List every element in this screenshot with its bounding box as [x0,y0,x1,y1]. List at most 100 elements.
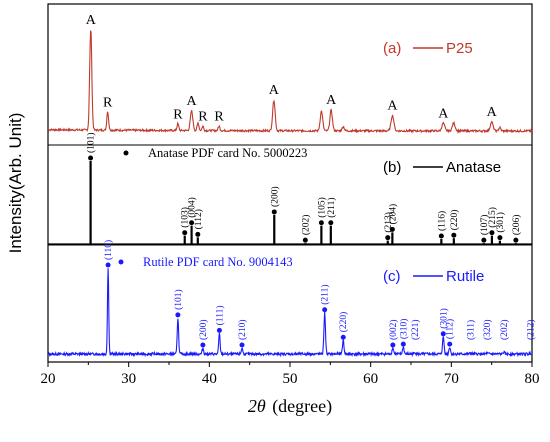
rutile-peak-marker-6 [340,334,346,340]
rutile-hkl-label-12: (311) [466,320,477,340]
p25-peak-label-14: A [487,105,498,120]
anatase-hkl-label-15: (206) [511,215,522,236]
anatase-stick-marker-11 [451,232,457,238]
x-tick-label-60: 60 [363,371,378,387]
p25-peak-label-2: R [173,107,183,122]
rutile-hkl-label-4: (210) [237,319,248,340]
anatase-hkl-label-2: (004) [187,197,198,218]
rutile-peak-marker-5 [322,307,328,313]
anatase-hkl-label-1: (103) [180,207,191,228]
legend-c: (c) Rutile [383,268,484,285]
x-axis-unit: (degree) [272,396,332,417]
p25-peak-label-0: A [86,13,97,28]
rutile-peak-marker-11 [447,341,453,347]
rutile-peak-marker-10 [440,331,446,337]
rutile-hkl-label-11: (112) [445,319,456,339]
rutile-peak-marker-1 [175,312,181,318]
rutile-hkl-label-6: (220) [338,312,349,333]
anatase-stick-marker-6 [318,220,324,226]
anatase-reference-marker [123,150,129,156]
anatase-hkl-label-10: (116) [436,211,447,231]
anatase-stick-marker-0 [88,155,94,161]
anatase-stick-marker-8 [385,235,391,241]
x-tick-label-50: 50 [283,371,298,387]
anatase-stick-marker-15 [513,237,519,243]
anatase-hkl-label-13: (215) [487,207,498,228]
legend-a-tag: (a) [383,40,401,57]
legend-a-label: P25 [446,40,473,57]
p25-peak-label-12: A [438,106,449,121]
y-axis-label: Intensity(Arb. Unit) [6,113,25,254]
anatase-hkl-label-12: (107) [479,215,490,236]
rutile-hkl-label-1: (101) [173,289,184,310]
anatase-hkl-label-7: (211) [326,198,337,218]
x-tick-label-70: 70 [444,371,459,387]
rutile-hkl-label-7: (002) [388,319,399,340]
anatase-stick-marker-2 [189,220,195,226]
rutile-peak-marker-4 [239,342,245,348]
rutile-hkl-label-5: (211) [320,284,331,304]
anatase-hkl-label-4: (200) [269,186,280,207]
legend-c-tag: (c) [383,268,401,285]
p25-peak-label-7: A [269,83,280,98]
p25-peak-label-11: A [387,99,398,114]
rutile-hkl-label-10: (301) [438,308,449,329]
rutile-peak-marker-2 [200,342,206,348]
rutile-peak-marker-8 [400,341,406,347]
rutile-hkl-label-9: (221) [410,319,421,340]
anatase-stick-marker-9 [389,226,395,232]
rutile-hkl-label-8: (310) [398,319,409,340]
anatase-hkl-label-6: (105) [316,197,327,218]
panel-c-rutile: (110) (101) (200) (111) (210) (211) (220) (002)… [47,240,536,358]
legend-a: (a) P25 [383,40,473,57]
rutile-hkl-label-15: (212) [525,319,536,340]
rutile-peak-marker-0 [105,262,111,268]
x-axis-label: 2θ (degree) [248,396,332,417]
anatase-hkl-label-8: (213) [383,212,394,233]
anatase-stick-marker-12 [481,237,487,243]
anatase-stick-marker-5 [302,237,308,243]
x-tick-label-30: 30 [121,371,136,387]
rutile-hkl-label-2: (200) [198,319,209,340]
panel-b-anatase: (101) (103)(004)(112) (200) (202) (105) (211)… [48,132,532,245]
rutile-reference-marker [118,259,124,265]
anatase-stick-marker-13 [489,230,495,236]
x-tick-label-40: 40 [202,371,217,387]
anatase-stick-marker-7 [328,220,334,226]
legend-b: (b) Anatase [383,159,501,176]
rutile-peak-marker-7 [390,342,396,348]
rutile-reference-text: Rutile PDF card No. 9004143 [143,255,293,269]
anatase-hkl-label-3: (112) [193,209,204,229]
p25-peak-label-6: R [214,110,224,125]
x-tick-label-80: 80 [525,371,540,387]
anatase-hkl-label-11: (220) [449,210,460,231]
legend-c-label: Rutile [446,268,484,285]
anatase-stick-marker-10 [438,233,444,239]
p25-peak-label-5: R [198,110,208,125]
anatase-hkl-label-5: (202) [300,215,311,236]
rutile-hkl-label-3: (111) [214,305,225,325]
p25-peak-label-9: A [326,93,337,108]
rutile-hkl-label-13: (320) [482,319,493,340]
p25-peak-label-3: A [187,94,198,109]
anatase-stick-marker-4 [271,209,277,215]
x-tick-label-20: 20 [41,371,56,387]
p25-peak-label-1: R [103,95,113,110]
anatase-hkl-label-9: (204) [387,204,398,225]
rutile-pattern-line [47,268,533,358]
x-axis-symbol: 2θ [248,396,266,416]
anatase-hkl-label-0: (101) [86,132,97,153]
rutile-hkl-label-14: (202) [499,319,510,340]
x-axis: 20 30 40 50 60 70 80 [41,362,540,387]
legend-b-label: Anatase [446,159,501,176]
anatase-hkl-label-14: (301) [495,212,506,233]
rutile-hkl-label-0: (110) [103,240,114,260]
anatase-stick-marker-3 [195,231,201,237]
anatase-stick-marker-1 [182,230,188,236]
anatase-reference-text: Anatase PDF card No. 5000223 [148,146,307,160]
rutile-peak-marker-3 [216,327,222,333]
legend-b-tag: (b) [383,159,401,176]
p25-pattern-line [47,30,533,134]
